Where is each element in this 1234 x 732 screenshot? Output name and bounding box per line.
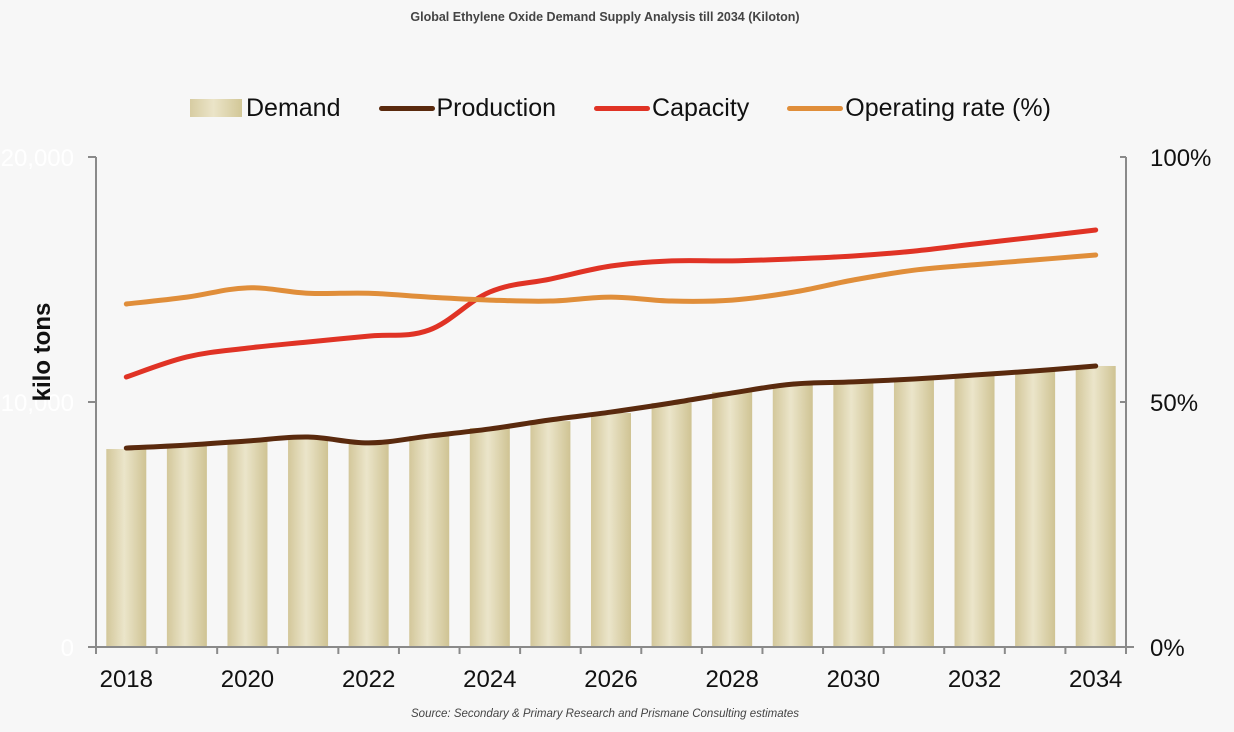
chart-source: Source: Secondary & Primary Research and… <box>411 708 799 720</box>
legend-label-operating-rate: Operating rate (%) <box>845 93 1051 122</box>
x-tick-label-2032: 2032 <box>948 666 1001 693</box>
y-axis-label: kilo tons <box>29 303 56 402</box>
demand-bar-2026 <box>591 413 631 647</box>
x-tick-label-2024: 2024 <box>463 666 516 693</box>
chart-title: Global Ethylene Oxide Demand Supply Anal… <box>410 10 800 24</box>
legend-item-operating-rate: Operating rate (%) <box>787 94 1051 123</box>
axis-labels: 0 0% 10,000 50% 20,000 100% 2018 2020 2022 2024 20… <box>1 145 1212 693</box>
x-tick-label-2028: 2028 <box>705 666 758 693</box>
right-tick-label: 0% <box>1150 635 1185 662</box>
chart-legend: Demand Production Capacity Operating rat… <box>190 92 1089 124</box>
axes <box>88 156 1134 654</box>
demand-bar-2024 <box>469 427 510 647</box>
left-tick-label: 0 <box>61 635 74 662</box>
demand-bar-2030 <box>833 382 874 647</box>
x-tick-label-2018: 2018 <box>100 666 153 693</box>
legend-item-demand: Demand <box>190 94 341 123</box>
right-tick-label: 100% <box>1150 145 1211 172</box>
demand-bar-2018 <box>106 449 147 647</box>
line-operating-rate <box>123 252 1099 307</box>
legend-label-capacity: Capacity <box>652 93 750 122</box>
demand-bar-2034 <box>1075 365 1116 647</box>
legend-swatch-operating-rate <box>787 105 844 111</box>
demand-bar-2020 <box>227 440 268 647</box>
demand-bar-2028 <box>712 391 753 647</box>
legend-swatch-demand <box>190 99 242 117</box>
legend-label-demand: Demand <box>246 93 341 122</box>
demand-bars <box>106 365 1116 647</box>
x-tick-label-2022: 2022 <box>342 666 395 693</box>
x-tick-label-2034: 2034 <box>1069 666 1122 693</box>
legend-label-production: Production <box>436 93 557 122</box>
x-tick-label-2026: 2026 <box>584 666 637 693</box>
demand-bar-2025 <box>530 421 571 647</box>
legend-swatch-production <box>378 105 435 111</box>
legend-swatch-capacity <box>594 105 651 111</box>
left-tick-label: 10,000 <box>1 390 74 417</box>
right-tick-label: 50% <box>1150 390 1198 417</box>
demand-bar-2032 <box>954 376 995 647</box>
demand-bar-2027 <box>651 402 692 647</box>
demand-bar-2031 <box>893 379 934 647</box>
demand-bar-2022 <box>348 440 389 647</box>
left-tick-label: 20,000 <box>1 145 74 172</box>
x-tick-label-2030: 2030 <box>827 666 880 693</box>
line-production <box>123 363 1099 451</box>
demand-bar-2019 <box>166 446 207 647</box>
demand-bar-2023 <box>409 436 450 647</box>
line-capacity <box>123 227 1099 380</box>
demand-bar-2021 <box>288 438 329 647</box>
x-tick-label-2020: 2020 <box>221 666 274 693</box>
legend-item-production: Production <box>378 93 557 123</box>
demand-bar-2033 <box>1015 370 1056 647</box>
demand-bar-2029 <box>772 385 813 647</box>
series-lines <box>123 227 1099 451</box>
legend-item-capacity: Capacity <box>594 94 749 123</box>
